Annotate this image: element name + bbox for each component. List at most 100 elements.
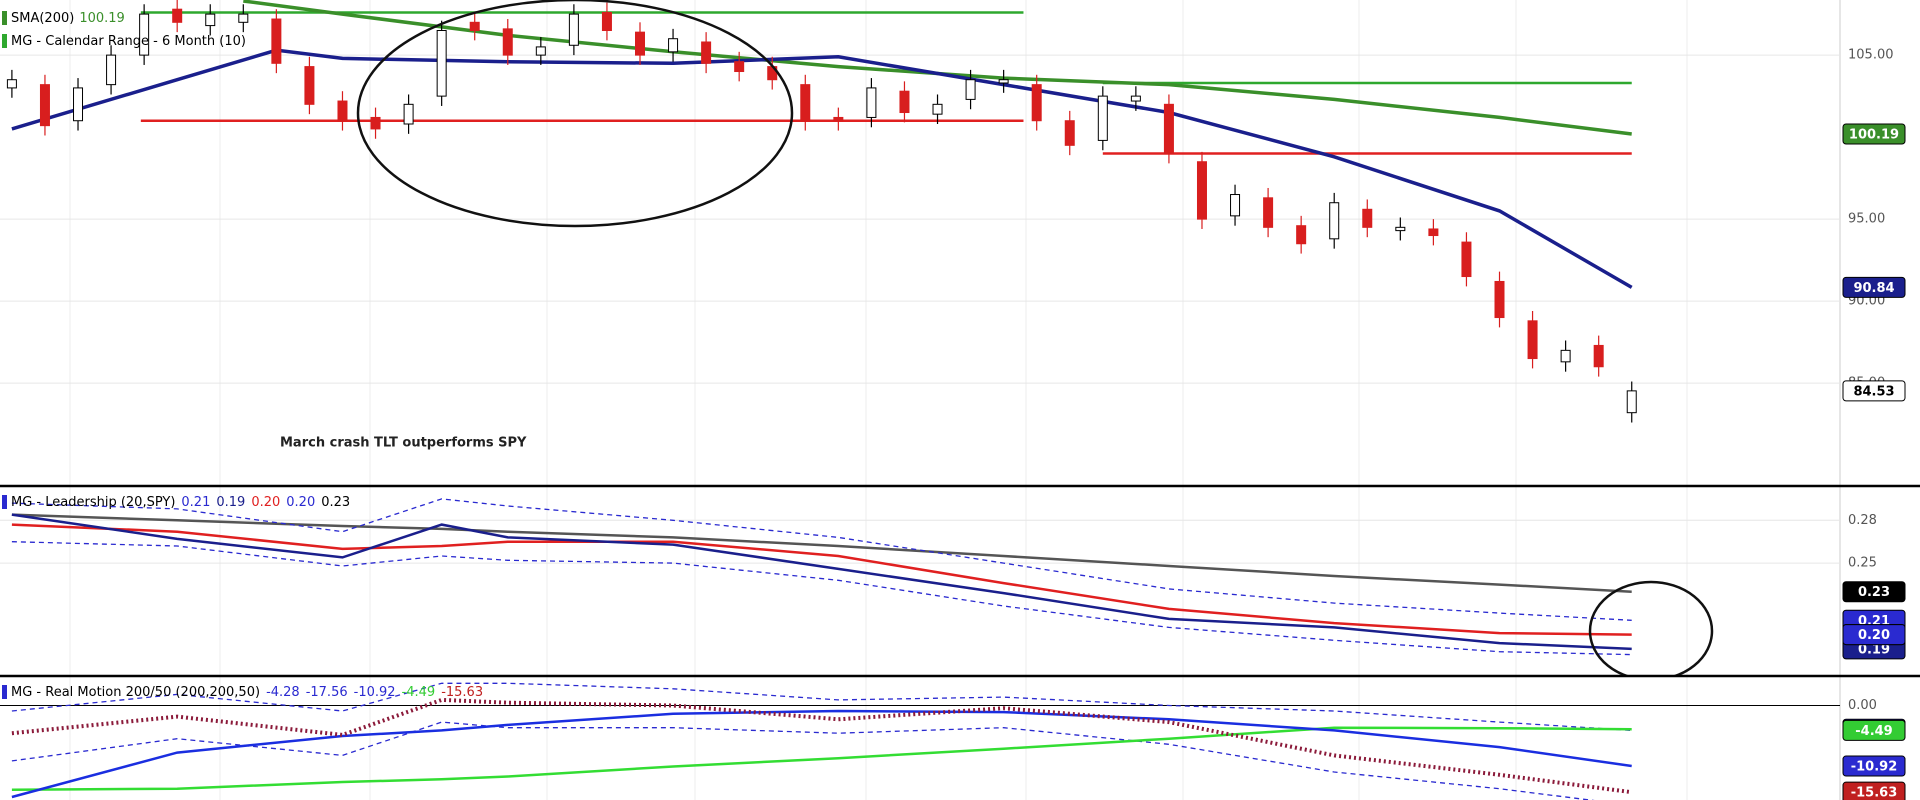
legend-swatch xyxy=(2,34,7,48)
readout-value: -15.63 xyxy=(441,685,483,700)
annotation-ellipse xyxy=(1588,580,1714,676)
candle-body xyxy=(1230,194,1241,217)
candle-body xyxy=(106,54,117,86)
candle-body xyxy=(1560,349,1571,363)
panel xyxy=(0,682,1840,800)
candle-body xyxy=(833,116,844,122)
legend-name: SMA(200) xyxy=(11,11,74,26)
candle-body xyxy=(39,84,50,127)
panel-header: MG - Real Motion 200/50 (200,200,50) -4.2… xyxy=(11,685,483,700)
legend-entry: MG - Calendar Range - 6 Month (10) xyxy=(11,34,246,49)
series-line xyxy=(11,682,1632,732)
candle-body xyxy=(271,18,282,64)
candle-body xyxy=(1196,161,1207,220)
candle-body xyxy=(1130,95,1141,102)
candle-body xyxy=(337,100,348,122)
candle-body xyxy=(6,79,17,89)
candle-body xyxy=(469,21,480,32)
candle-body xyxy=(1461,241,1472,278)
value-box xyxy=(1842,123,1906,145)
value-box xyxy=(1842,581,1906,603)
candle-body xyxy=(73,87,84,122)
y-tick-label: 0.28 xyxy=(1848,513,1877,528)
legend-name: MG - Calendar Range - 6 Month (10) xyxy=(11,34,246,49)
candle-body xyxy=(172,8,183,23)
panel-title: MG - Real Motion 200/50 (200,200,50) xyxy=(11,685,260,700)
candle-body xyxy=(1296,225,1307,245)
series-line xyxy=(11,498,1632,621)
value-box-label: 0.19 xyxy=(1858,642,1890,657)
candle-body xyxy=(601,11,612,32)
legend-entry: SMA(200) 100.19 xyxy=(11,11,125,26)
candle-body xyxy=(701,41,712,64)
series-line xyxy=(11,513,1632,593)
value-box-label: -4.49 xyxy=(1855,724,1892,739)
value-box xyxy=(1842,781,1906,800)
value-box-label: -15.63 xyxy=(1851,786,1898,800)
candle-body xyxy=(965,79,976,100)
value-box-label: 0.20 xyxy=(1858,628,1890,643)
candle-body xyxy=(1527,320,1538,360)
candle-body xyxy=(139,13,150,56)
candle-body xyxy=(800,84,811,122)
series-line xyxy=(11,523,1632,636)
candle-body xyxy=(1362,208,1373,228)
candle-body xyxy=(1494,280,1505,319)
candle-body xyxy=(1031,84,1042,122)
value-box xyxy=(1842,624,1906,646)
y-tick-label: 95.00 xyxy=(1848,212,1885,227)
candle-body xyxy=(1428,228,1439,237)
candle-body xyxy=(568,13,579,46)
moving-average xyxy=(11,48,1633,289)
candle-body xyxy=(866,87,877,118)
series-line xyxy=(11,721,1595,800)
y-tick-label: 0.00 xyxy=(1848,698,1877,713)
y-tick-label: 0.25 xyxy=(1848,556,1877,571)
candle-body xyxy=(1064,120,1075,146)
candle-body xyxy=(1329,202,1340,240)
value-box xyxy=(1842,719,1906,741)
value-box-label: 84.53 xyxy=(1853,384,1894,399)
candle-body xyxy=(899,90,910,114)
readout-value: -10.92 xyxy=(354,685,396,700)
candle-body xyxy=(635,31,645,56)
readout-value: 0.20 xyxy=(251,495,280,510)
legend-swatch xyxy=(2,11,7,25)
readout-value: -4.28 xyxy=(266,685,300,700)
candle-body xyxy=(403,103,414,125)
panel-title: MG - Leadership (20,SPY) xyxy=(11,495,175,510)
value-box xyxy=(1842,276,1906,298)
value-box xyxy=(1842,755,1906,777)
candle-body xyxy=(370,116,381,130)
readout-value: 0.21 xyxy=(181,495,210,510)
candle-body xyxy=(436,30,447,97)
series-line xyxy=(11,513,1632,651)
candle-body xyxy=(502,28,513,56)
candle-body xyxy=(535,46,546,56)
readout-value: -4.49 xyxy=(402,685,436,700)
candle-body xyxy=(932,103,943,115)
readout-value: 0.20 xyxy=(286,495,315,510)
value-box xyxy=(1842,380,1906,402)
candle-body xyxy=(1163,103,1174,155)
candle-body xyxy=(1097,95,1108,141)
annotation-ellipse xyxy=(356,0,794,228)
series-line xyxy=(11,726,1632,792)
candle-body xyxy=(304,66,315,105)
annotation: March crash TLT outperforms SPY xyxy=(280,436,527,451)
candle-body xyxy=(998,79,1009,84)
candle-body xyxy=(668,38,679,53)
legend-value: 100.19 xyxy=(79,11,125,26)
series-line xyxy=(11,709,1632,799)
panel xyxy=(0,0,1840,423)
legend-swatch xyxy=(2,495,7,509)
value-box-label: -10.92 xyxy=(1851,760,1898,775)
value-box-label: 90.84 xyxy=(1853,281,1894,296)
panel-header: MG - Leadership (20,SPY) 0.21 0.19 0.20 0.20… xyxy=(11,495,350,510)
candle-body xyxy=(1263,197,1274,228)
candle-body xyxy=(205,13,216,27)
value-box-label: 100.19 xyxy=(1849,128,1899,143)
readout-value: 0.19 xyxy=(216,495,245,510)
